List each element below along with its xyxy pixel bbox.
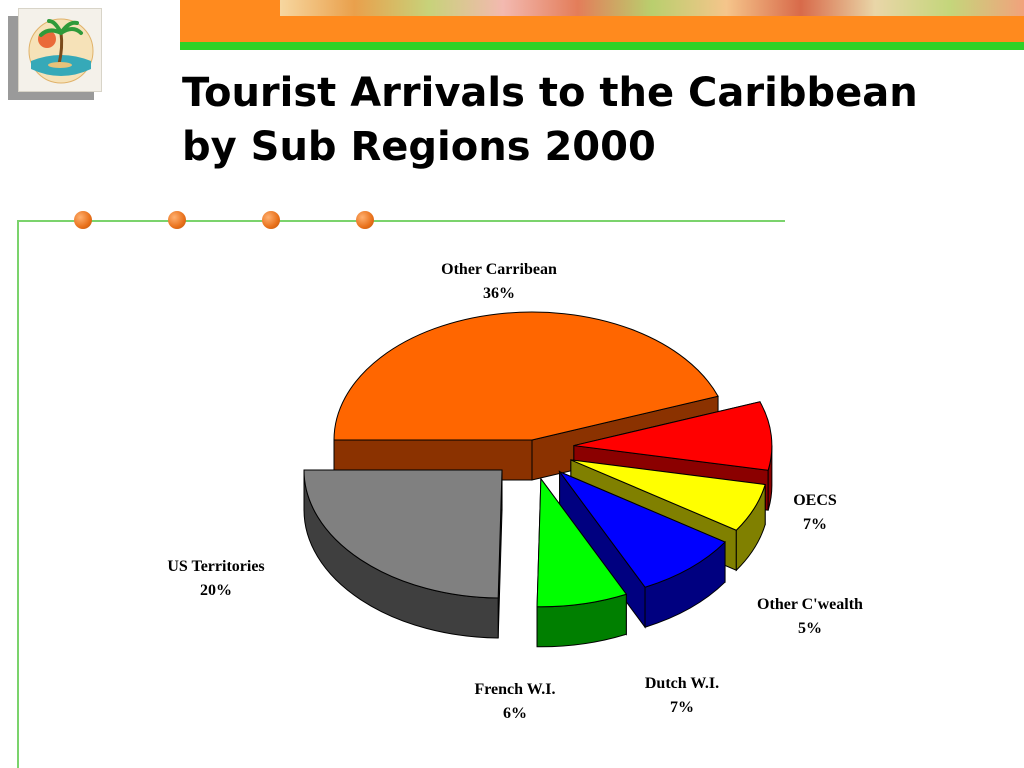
header-floral-strip bbox=[280, 0, 1024, 16]
pie-slice-us-territories-top bbox=[303, 469, 503, 599]
pie-label-oecs: OECS 7% bbox=[793, 489, 837, 537]
pie-label-oecs-category: OECS bbox=[793, 492, 837, 509]
header-green-stripe bbox=[180, 42, 1024, 50]
pie-label-dutch-w-i--category: Dutch W.I. bbox=[644, 675, 720, 692]
bullet-dot-3 bbox=[262, 211, 280, 229]
frame-top-line bbox=[17, 220, 785, 222]
pie-label-other-c-wealth-category: Other C'wealth bbox=[757, 596, 863, 613]
pie-slice-us-territories bbox=[303, 469, 503, 639]
pie-label-french-w-i--category: French W.I. bbox=[474, 681, 556, 698]
pie-label-other-carribean-category: Other Carribean bbox=[441, 261, 557, 278]
pie-label-other-carribean: Other Carribean 36% bbox=[441, 258, 557, 306]
frame-left-line bbox=[17, 220, 19, 768]
bullet-dot-1 bbox=[74, 211, 92, 229]
bullet-dot-2 bbox=[168, 211, 186, 229]
pie-label-us-territories-category: US Territories bbox=[167, 558, 265, 575]
pie-slice-oecs-top bbox=[573, 401, 773, 471]
pie-label-us-territories: US Territories 20% bbox=[167, 555, 264, 603]
pie-label-french-w-i--value: 6% bbox=[503, 705, 527, 722]
pie-label-other-carribean-value: 36% bbox=[483, 285, 515, 302]
pie-label-other-c-wealth: Other C'wealth 5% bbox=[757, 593, 863, 641]
pie-slice-dutch-w-i- bbox=[558, 470, 726, 629]
pie-slice-other-c-wealth-top bbox=[570, 459, 766, 531]
slide-title: Tourist Arrivals to the Caribbean by Sub… bbox=[182, 66, 1002, 174]
pie-label-us-territories-value: 20% bbox=[199, 582, 232, 599]
pie-label-french-w-i-: French W.I. 6% bbox=[474, 678, 555, 726]
slide-title-line-1: Tourist Arrivals to the Caribbean bbox=[182, 70, 918, 116]
pie-slice-french-w-i--top bbox=[536, 477, 628, 608]
cto-logo bbox=[18, 8, 102, 92]
pie-slice-dutch-w-i--top bbox=[558, 470, 726, 588]
palm-island-icon bbox=[28, 18, 94, 84]
slide-title-line-2: by Sub Regions 2000 bbox=[182, 124, 656, 170]
pie-label-dutch-w-i-: Dutch W.I. 7% bbox=[645, 672, 719, 720]
pie-slice-other-carribean-top bbox=[333, 311, 719, 441]
bullet-dot-4 bbox=[356, 211, 374, 229]
pie-label-oecs-value: 7% bbox=[802, 516, 827, 533]
pie-slice-french-w-i- bbox=[536, 477, 628, 648]
pie-label-other-c-wealth-value: 5% bbox=[797, 620, 822, 637]
pie-label-dutch-w-i--value: 7% bbox=[670, 699, 694, 716]
